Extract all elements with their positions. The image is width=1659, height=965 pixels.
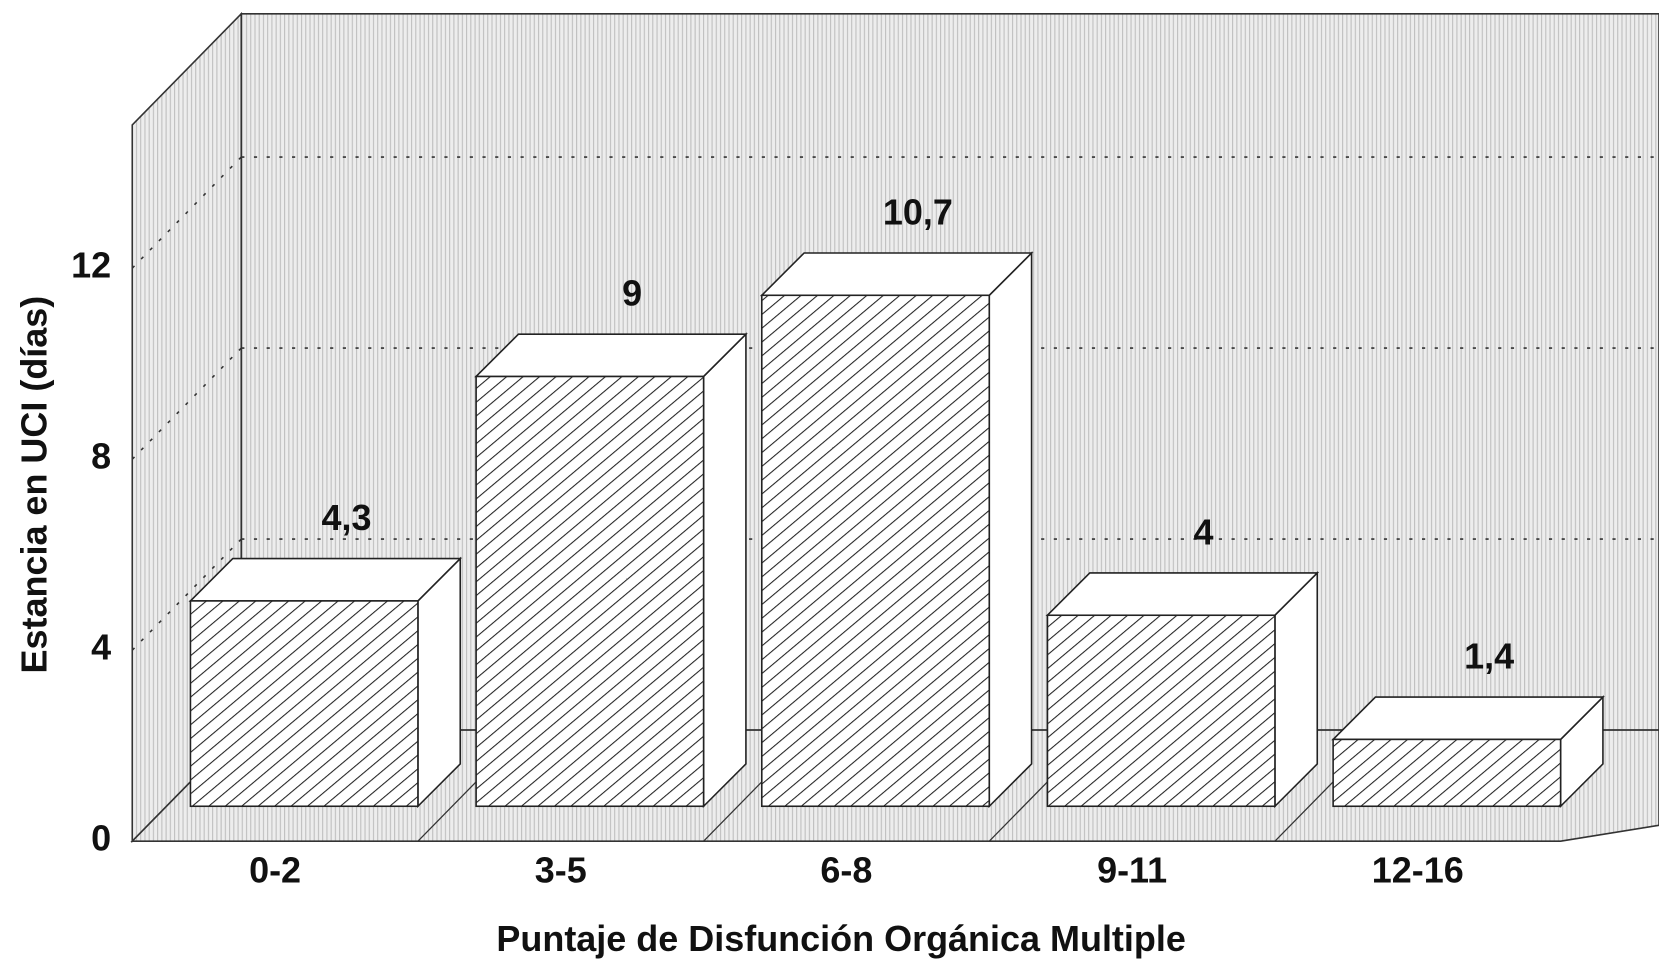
data-label: 4,3 bbox=[321, 497, 371, 538]
bar bbox=[1332, 738, 1562, 808]
data-label: 1,4 bbox=[1464, 635, 1514, 676]
bar-top bbox=[188, 557, 463, 602]
bar-side bbox=[988, 251, 1033, 809]
y-tick-label: 8 bbox=[91, 436, 111, 477]
data-label: 10,7 bbox=[883, 191, 953, 232]
bar bbox=[760, 294, 991, 808]
x-tick-label: 6-8 bbox=[820, 849, 872, 890]
x-tick-label: 12-16 bbox=[1372, 849, 1464, 890]
grid-line bbox=[131, 538, 242, 651]
y-tick-label: 12 bbox=[71, 245, 111, 286]
bar-side bbox=[417, 556, 462, 809]
bar-top bbox=[759, 252, 1034, 297]
x-tick-label: 0-2 bbox=[249, 849, 301, 890]
data-label: 9 bbox=[622, 273, 642, 314]
bar-side bbox=[702, 332, 747, 809]
bar-top bbox=[1045, 572, 1320, 617]
bar bbox=[189, 600, 419, 808]
bar bbox=[1046, 614, 1276, 808]
x-tick-label: 9-11 bbox=[1097, 849, 1167, 890]
y-tick-label: 0 bbox=[91, 818, 111, 859]
bar bbox=[475, 375, 705, 808]
x-tick-label: 3-5 bbox=[535, 849, 587, 890]
x-axis-title: Puntaje de Disfunción Orgánica Multiple bbox=[496, 918, 1185, 959]
y-tick-label: 4 bbox=[91, 627, 111, 668]
bar-top bbox=[1331, 696, 1605, 741]
data-label: 4 bbox=[1194, 511, 1214, 552]
y-axis-title: Estancia en UCI (días) bbox=[14, 296, 55, 674]
grid-line bbox=[131, 347, 242, 460]
bar-top bbox=[474, 333, 748, 378]
grid-line bbox=[131, 156, 242, 269]
